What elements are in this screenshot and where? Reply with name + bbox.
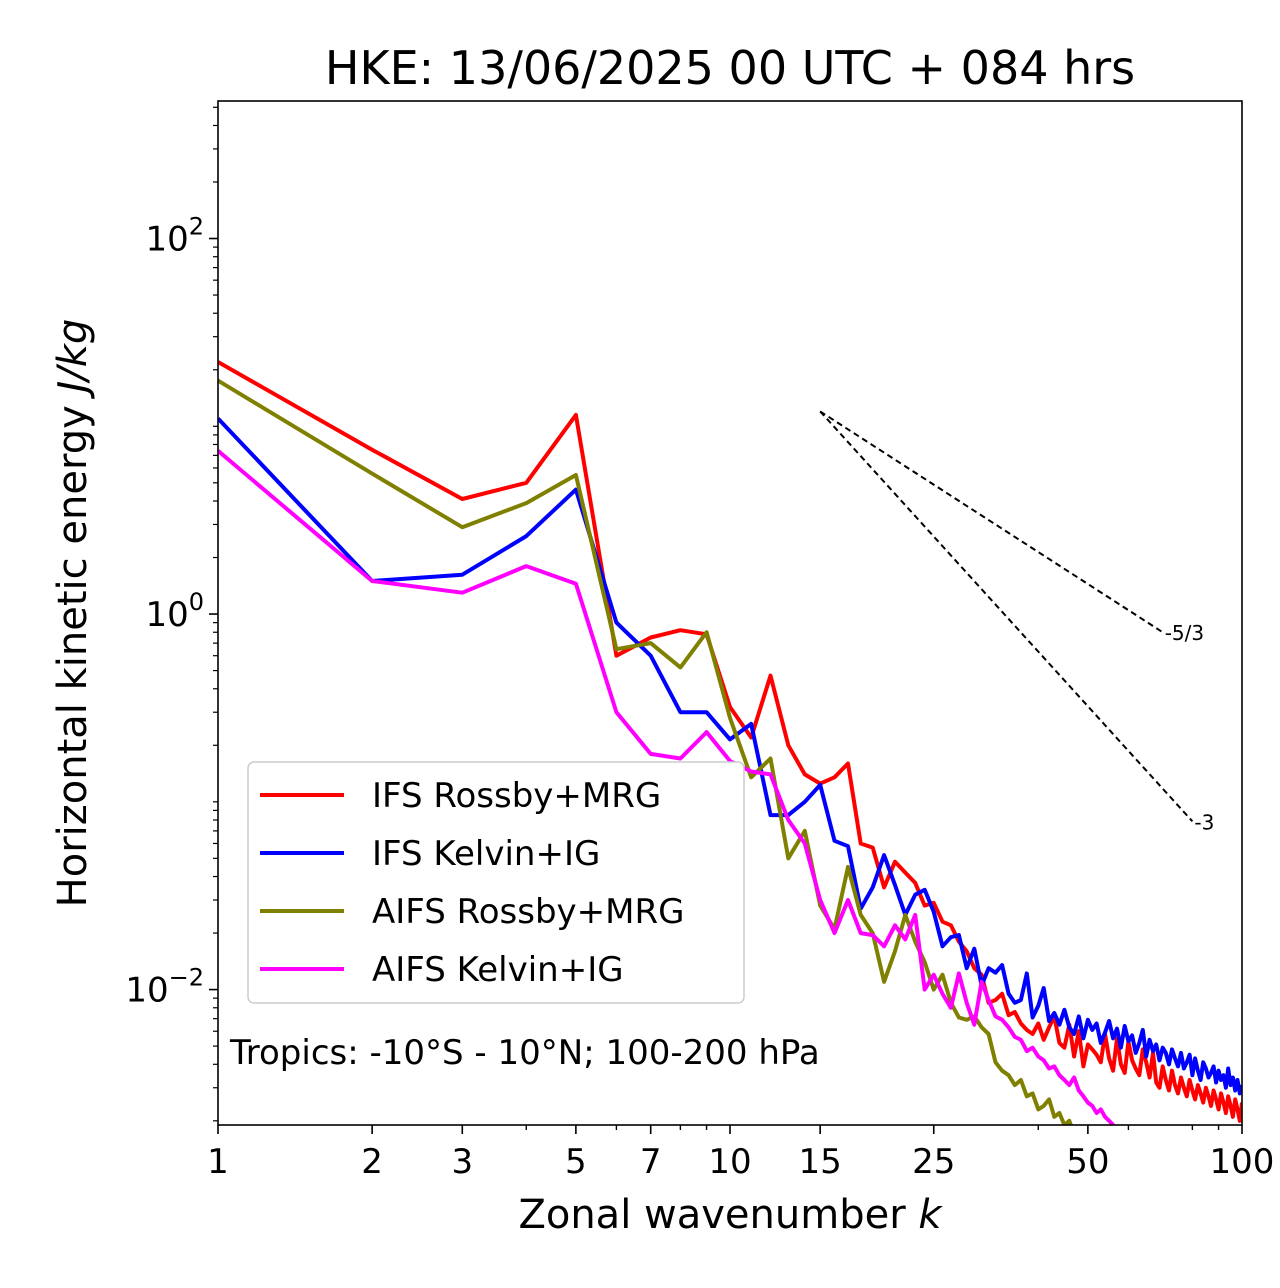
x-tick-label: 7	[640, 1142, 662, 1182]
x-tick-label: 5	[565, 1142, 587, 1182]
reference-line-label-1: -5/3	[1165, 621, 1204, 645]
y-axis-label: Horizontal kinetic energy J/kg	[50, 319, 96, 908]
reference-line-1	[819, 410, 1164, 634]
x-tick-label: 50	[1066, 1142, 1109, 1182]
x-tick-label: 10	[708, 1142, 751, 1182]
x-axis-label: Zonal wavenumber k	[518, 1192, 943, 1238]
legend: IFS Rossby+MRG IFS Kelvin+IG AIFS Rossby+M…	[247, 761, 745, 1004]
series-line-2	[218, 417, 1242, 1096]
x-tick-label: 3	[451, 1142, 473, 1182]
y-tick-label: 102	[145, 213, 204, 260]
legend-label-1: IFS Rossby+MRG	[372, 776, 661, 816]
reference-line-2	[819, 410, 1194, 823]
region-annotation: Tropics: -10°S - 10°N; 100-200 hPa	[229, 1033, 820, 1073]
legend-label-3: AIFS Rossby+MRG	[372, 892, 684, 932]
x-tick-label: 15	[799, 1142, 842, 1182]
reference-line-label-2: -3	[1194, 810, 1214, 834]
x-tick-label: 2	[361, 1142, 383, 1182]
legend-label-4: AIFS Kelvin+IG	[372, 950, 624, 990]
x-axis: 1 2 3 5 7 10 15 25 50 100	[207, 1125, 1274, 1182]
series-line-1	[218, 360, 1242, 1123]
legend-box	[247, 761, 745, 1004]
x-tick-label: 25	[912, 1142, 955, 1182]
reference-lines: -5/3 -3	[819, 410, 1214, 834]
x-tick-label: 1	[207, 1142, 229, 1182]
legend-label-2: IFS Kelvin+IG	[372, 834, 600, 874]
y-tick-label: 10−2	[125, 964, 204, 1011]
y-axis: 10−2 100 102	[125, 106, 218, 1122]
chart-title: HKE: 13/06/2025 00 UTC + 084 hrs	[325, 41, 1135, 95]
x-tick-label: 100	[1210, 1142, 1275, 1182]
y-tick-label: 100	[145, 588, 204, 635]
